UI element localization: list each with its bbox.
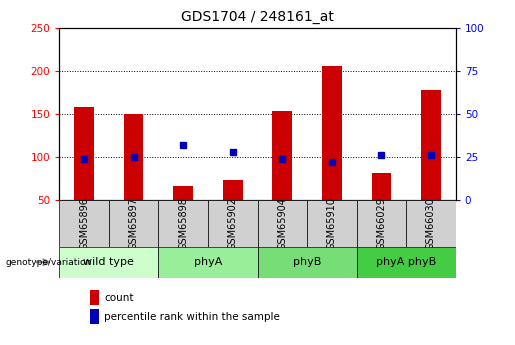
Bar bbox=[223, 180, 243, 200]
Bar bbox=[159, 247, 258, 278]
Bar bbox=[74, 107, 94, 200]
Bar bbox=[356, 247, 456, 278]
Text: GSM65910: GSM65910 bbox=[327, 197, 337, 250]
Bar bbox=[307, 200, 356, 247]
Bar bbox=[208, 200, 258, 247]
Text: GSM65902: GSM65902 bbox=[228, 197, 238, 250]
Bar bbox=[406, 200, 456, 247]
Bar bbox=[124, 114, 144, 200]
Bar bbox=[109, 200, 159, 247]
Text: percentile rank within the sample: percentile rank within the sample bbox=[104, 312, 280, 322]
Bar bbox=[59, 200, 109, 247]
Bar bbox=[272, 111, 292, 200]
Text: phyB: phyB bbox=[293, 257, 321, 267]
Bar bbox=[421, 90, 441, 200]
Bar bbox=[59, 247, 159, 278]
Bar bbox=[173, 186, 193, 200]
Text: phyA phyB: phyA phyB bbox=[376, 257, 436, 267]
Text: GSM65898: GSM65898 bbox=[178, 197, 188, 250]
Text: GSM66030: GSM66030 bbox=[426, 197, 436, 250]
Text: phyA: phyA bbox=[194, 257, 222, 267]
Bar bbox=[322, 66, 342, 200]
Text: wild type: wild type bbox=[83, 257, 134, 267]
Text: count: count bbox=[104, 293, 133, 303]
Text: GSM65904: GSM65904 bbox=[277, 197, 287, 250]
Text: GSM65896: GSM65896 bbox=[79, 197, 89, 250]
Bar bbox=[258, 247, 356, 278]
Text: genotype/variation: genotype/variation bbox=[5, 258, 91, 267]
Bar bbox=[159, 200, 208, 247]
Text: GSM65897: GSM65897 bbox=[129, 197, 139, 250]
Bar bbox=[258, 200, 307, 247]
Bar bbox=[371, 172, 391, 200]
Bar bbox=[356, 200, 406, 247]
Text: GDS1704 / 248161_at: GDS1704 / 248161_at bbox=[181, 10, 334, 24]
Text: GSM66029: GSM66029 bbox=[376, 197, 386, 250]
